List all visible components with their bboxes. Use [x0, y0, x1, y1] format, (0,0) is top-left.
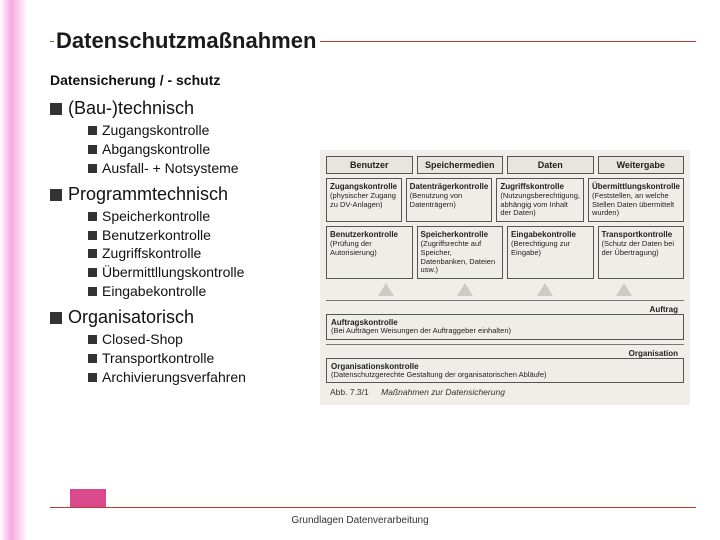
diagram-cell-title: Datenträgerkontrolle — [410, 182, 489, 191]
subtitle: Datensicherung / - schutz — [50, 72, 696, 88]
diagram-wide-2: Organisationskontrolle (Datenschutzgerec… — [326, 358, 684, 384]
diagram-cell: Zugangskontrolle(physischer Zugang zu DV… — [326, 178, 402, 222]
diagram-cell-title: Übermittlungskontrolle — [592, 182, 680, 191]
diagram: BenutzerSpeichermedienDatenWeitergabe Zu… — [320, 150, 690, 405]
bullet-icon — [88, 268, 97, 277]
bullet-icon — [88, 287, 97, 296]
triangle-icon — [457, 283, 473, 296]
footer-rule — [50, 507, 696, 508]
diagram-header-cell: Benutzer — [326, 156, 413, 174]
footer-tab — [70, 489, 106, 507]
diagram-cell: Transportkontrolle(Schutz der Daten bei … — [598, 226, 685, 279]
diagram-row-1: Zugangskontrolle(physischer Zugang zu DV… — [326, 178, 684, 222]
left-gradient-strip — [0, 0, 28, 540]
bullet-icon — [88, 354, 97, 363]
diagram-cell-title: Zugangskontrolle — [330, 182, 398, 191]
diagram-cell: Speicherkontrolle(Zugriffsrechte auf Spe… — [417, 226, 504, 279]
diagram-rule — [326, 344, 684, 345]
diagram-cell-title: Eingabekontrolle — [511, 230, 590, 239]
diagram-cell: Zugriffskontrolle(Nutzungsberechtigung, … — [496, 178, 584, 222]
diagram-caption-label: Abb. 7.3/1 — [330, 387, 369, 397]
diagram-super-1: Auftrag — [326, 305, 684, 314]
diagram-cell-title: Zugriffskontrolle — [500, 182, 580, 191]
bullet-icon — [88, 231, 97, 240]
bullet-icon — [88, 373, 97, 382]
diagram-cell: Eingabekontrolle(Berechtigung zur Eingab… — [507, 226, 594, 279]
bullet-icon — [50, 312, 62, 324]
diagram-rule — [326, 300, 684, 301]
bullet-icon — [88, 212, 97, 221]
diagram-cell-title: Speicherkontrolle — [421, 230, 500, 239]
outline-item: Zugangskontrolle — [88, 121, 696, 140]
diagram-row-2: Benutzerkontrolle(Prüfung der Autorisier… — [326, 226, 684, 279]
diagram-cell-title: Benutzerkontrolle — [330, 230, 409, 239]
diagram-header-cell: Daten — [507, 156, 594, 174]
triangle-icon — [537, 283, 553, 296]
page-title: Datenschutzmaßnahmen — [56, 28, 316, 54]
diagram-cell: Datenträgerkontrolle(Benutzung von Daten… — [406, 178, 493, 222]
bullet-icon — [88, 249, 97, 258]
bullet-icon — [88, 335, 97, 344]
diagram-cell: Benutzerkontrolle(Prüfung der Autorisier… — [326, 226, 413, 279]
title-rule-right — [320, 41, 696, 42]
diagram-header-cell: Weitergabe — [598, 156, 685, 174]
bullet-icon — [50, 189, 62, 201]
diagram-caption: Abb. 7.3/1 Maßnahmen zur Datensicherung — [326, 387, 684, 397]
diagram-header-cell: Speichermedien — [417, 156, 504, 174]
diagram-cell-title: Transportkontrolle — [602, 230, 681, 239]
triangle-icon — [378, 283, 394, 296]
footer-text: Grundlagen Datenverarbeitung — [0, 515, 720, 526]
triangle-icon — [616, 283, 632, 296]
title-rule-left — [50, 41, 54, 42]
bullet-icon — [88, 145, 97, 154]
outline-heading: (Bau-)technisch — [50, 98, 696, 119]
diagram-cell: Übermittlungskontrolle(Feststellen, an w… — [588, 178, 684, 222]
diagram-wide-2-text: (Datenschutzgerechte Gestaltung der orga… — [331, 370, 547, 379]
diagram-super-2: Organisation — [326, 349, 684, 358]
diagram-header-row: BenutzerSpeichermedienDatenWeitergabe — [326, 156, 684, 174]
bullet-icon — [50, 103, 62, 115]
diagram-wide-1: Auftragskontrolle (Bei Aufträgen Weisung… — [326, 314, 684, 340]
bullet-icon — [88, 126, 97, 135]
title-row: Datenschutzmaßnahmen — [50, 28, 696, 54]
bullet-icon — [88, 164, 97, 173]
diagram-wide-1-text: (Bei Aufträgen Weisungen der Auftraggebe… — [331, 326, 511, 335]
diagram-caption-text: Maßnahmen zur Datensicherung — [381, 387, 505, 397]
diagram-triangles — [326, 283, 684, 296]
diagram-inner: BenutzerSpeichermedienDatenWeitergabe Zu… — [320, 150, 690, 405]
